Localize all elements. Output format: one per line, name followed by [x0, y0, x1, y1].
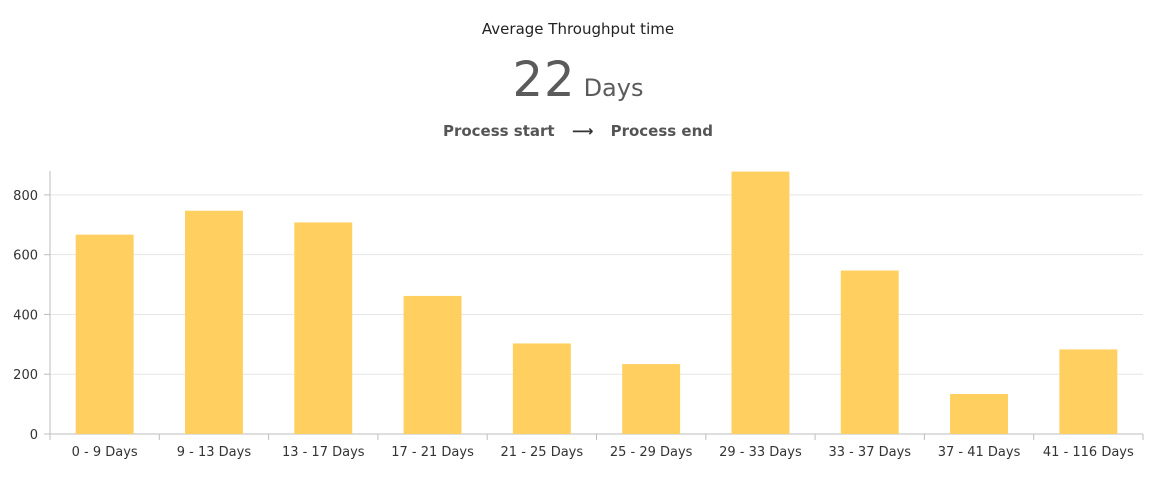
bar-8: [950, 393, 1009, 434]
bar-5: [622, 364, 681, 434]
x-tick-label: 9 - 13 Days: [177, 445, 252, 460]
bar-chart: 0 200 400 600 800 0 - 9 Days 9 - 13 Days 13 - 1…: [13, 171, 1144, 460]
x-tick-label: 29 - 33 Days: [719, 445, 802, 460]
average-metric: 22 Days: [0, 52, 1156, 108]
y-tick-label: 800: [13, 189, 38, 204]
metric-value: 22: [512, 52, 576, 108]
x-tick-label: 17 - 21 Days: [391, 445, 474, 460]
x-tick-label: 13 - 17 Days: [282, 445, 365, 460]
process-flow: Process start ⟶ Process end: [0, 122, 1156, 140]
chart-title: Average Throughput time: [481, 20, 675, 38]
bar-4: [512, 343, 571, 434]
y-tick-label: 400: [13, 308, 38, 323]
process-start-label: Process start: [442, 122, 555, 140]
bar-0: [75, 234, 134, 434]
y-tick-label: 200: [13, 368, 38, 383]
y-tick-label: 600: [13, 249, 38, 264]
process-end-label: Process end: [610, 122, 714, 140]
bar-6: [731, 171, 790, 435]
y-tick-label: 0: [30, 428, 38, 443]
bar-7: [840, 270, 899, 434]
x-tick-label: 21 - 25 Days: [501, 445, 584, 460]
bar-2: [294, 222, 353, 434]
bar-9: [1059, 349, 1118, 434]
header: Average Throughput time 22 Days Process s…: [0, 0, 1156, 165]
bar-3: [403, 295, 462, 434]
metric-unit: Days: [583, 74, 644, 102]
arrow-right-icon: ⟶: [571, 122, 594, 140]
x-tick-label: 0 - 9 Days: [72, 445, 138, 460]
x-tick-label: 33 - 37 Days: [828, 445, 911, 460]
x-tick-label: 37 - 41 Days: [938, 445, 1021, 460]
x-tick-label: 25 - 29 Days: [610, 445, 693, 460]
bar-1: [184, 210, 243, 434]
x-tick-label: 41 - 116 Days: [1043, 445, 1134, 460]
